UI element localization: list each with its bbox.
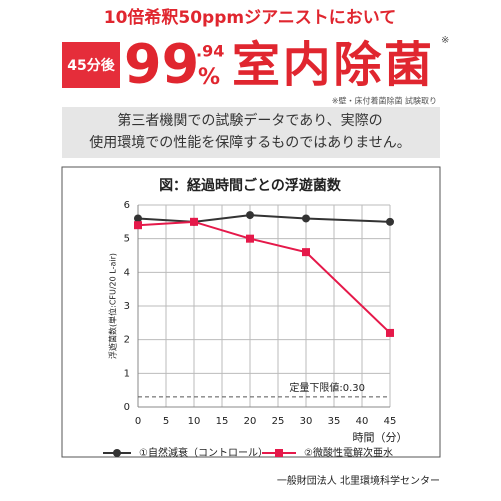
marker <box>246 211 254 220</box>
x-tick-label: 20 <box>244 416 257 427</box>
marker <box>134 214 142 223</box>
y-tick-label: 2 <box>124 335 130 346</box>
y-tick-label: 3 <box>124 301 130 312</box>
big-number: 99 <box>124 33 199 96</box>
y-tick-label: 6 <box>124 200 130 211</box>
y-tick-label: 1 <box>124 368 130 379</box>
headline: 10倍希釈50ppmジアニストにおいて <box>104 7 397 28</box>
legend-label: ②微酸性電解次亜水 <box>304 446 393 459</box>
marker <box>386 328 394 337</box>
marker <box>386 217 394 226</box>
disclaimer-line: 使用環境での性能を保障するものではありません。 <box>89 134 411 151</box>
x-tick-label: 35 <box>328 416 341 427</box>
y-tick-label: 4 <box>124 267 130 278</box>
marker <box>246 234 254 243</box>
marker <box>190 217 198 226</box>
legend-marker <box>275 449 283 457</box>
y-axis-label: 浮遊菌数(単位:CFU/20 L-air) <box>108 253 118 359</box>
x-tick-label: 5 <box>163 416 169 427</box>
footer: 一般財団法人 北里環境科学センター <box>277 474 440 487</box>
x-tick-label: 0 <box>135 416 141 427</box>
marker <box>302 214 310 223</box>
y-tick-label: 0 <box>124 402 130 413</box>
badge: 45分後 <box>67 57 115 74</box>
legend-label: ①自然減衰（コントロール） <box>139 446 268 459</box>
x-tick-label: 45 <box>384 416 397 427</box>
x-tick-label: 10 <box>188 416 201 427</box>
chart-title: 図：経過時間ごとの浮遊菌数 <box>159 177 342 194</box>
x-axis-label: 時間（分） <box>353 431 408 444</box>
disclaimer-box <box>62 107 440 158</box>
badge-box <box>62 42 120 88</box>
x-tick-label: 15 <box>216 416 229 427</box>
x-tick-label: 25 <box>272 416 285 427</box>
marker <box>134 221 142 230</box>
limit-label: 定量下限値:0.30 <box>289 381 365 394</box>
disclaimer-line: 第三者機関での試験データであり、実際の <box>117 112 382 129</box>
asterisk: ※ <box>441 35 449 46</box>
note: ※壁・床付着菌除菌 試験取り <box>332 96 437 106</box>
big-text: 室内除菌 <box>232 37 432 93</box>
big-percent: % <box>198 65 220 90</box>
chart-frame <box>61 166 441 458</box>
marker <box>302 248 310 257</box>
x-tick-label: 40 <box>356 416 369 427</box>
x-tick-label: 30 <box>300 416 313 427</box>
big-decimal: .94 <box>196 42 224 61</box>
y-tick-label: 5 <box>124 234 130 245</box>
legend-marker <box>113 449 121 457</box>
